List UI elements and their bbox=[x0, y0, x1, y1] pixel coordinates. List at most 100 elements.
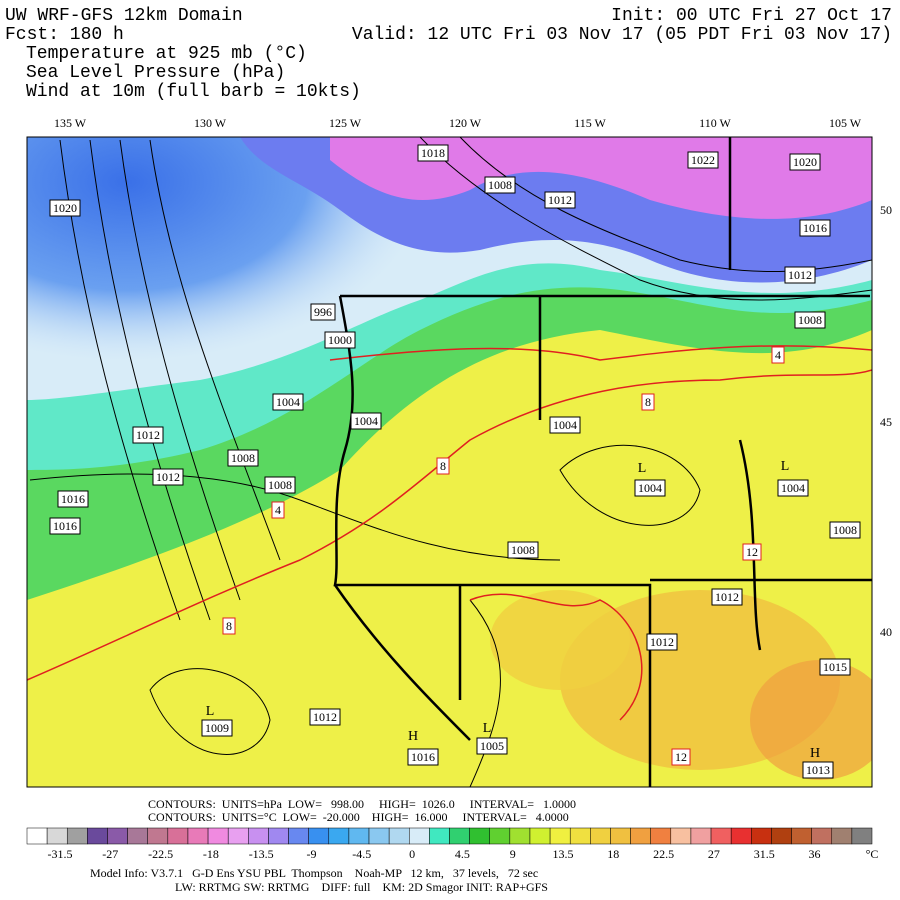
pressure-label-box bbox=[152, 468, 184, 486]
temperature-label: 8 bbox=[226, 619, 232, 633]
colorbar-unit: °C bbox=[866, 847, 879, 861]
pressure-label-box bbox=[484, 176, 516, 194]
colorbar-swatch bbox=[791, 827, 812, 845]
pressure-center: L bbox=[483, 721, 492, 736]
pressure-center: L bbox=[781, 459, 790, 474]
pressure-label-box bbox=[350, 412, 382, 430]
pressure-label-box bbox=[829, 521, 861, 539]
pressure-label: 1012 bbox=[136, 428, 160, 442]
pressure-label: 1020 bbox=[53, 201, 77, 215]
temperature-label-box bbox=[671, 748, 691, 766]
colorbar-swatch bbox=[690, 827, 712, 845]
colorbar-swatch bbox=[268, 827, 289, 845]
pressure-label: 1012 bbox=[313, 710, 337, 724]
colorbar-swatch bbox=[831, 827, 853, 845]
colorbar-swatch bbox=[751, 827, 772, 845]
pressure-label-box bbox=[49, 517, 81, 535]
colorbar-swatch bbox=[147, 827, 169, 845]
colorbar-swatch bbox=[811, 827, 833, 845]
pressure-label-box bbox=[309, 708, 341, 726]
colorbar-swatch bbox=[328, 827, 350, 845]
colorbar-label: 22.5 bbox=[653, 847, 674, 861]
pressure-label-box bbox=[544, 191, 576, 209]
temperature-label: 4 bbox=[775, 348, 781, 362]
colorbar-swatch bbox=[107, 827, 128, 845]
latitude-label: 45 bbox=[880, 415, 892, 429]
pressure-label: 1008 bbox=[511, 543, 535, 557]
colorbar-swatch bbox=[288, 827, 309, 845]
isobars bbox=[29, 137, 872, 787]
pressure-label-box bbox=[777, 479, 809, 497]
colorbar-swatch bbox=[248, 827, 269, 845]
pressure-label: 1016 bbox=[411, 750, 435, 764]
temperature-label: 4 bbox=[275, 503, 281, 517]
pressure-label: 1022 bbox=[691, 153, 715, 167]
pressure-label-box bbox=[417, 144, 449, 162]
colorbar-label: -4.5 bbox=[352, 847, 371, 861]
isotherms bbox=[27, 345, 872, 721]
map-frame bbox=[26, 136, 873, 788]
pressure-label: 1009 bbox=[205, 721, 229, 735]
pressure-label-box bbox=[201, 719, 233, 737]
pressure-label: 1008 bbox=[231, 451, 255, 465]
pressure-label: 1004 bbox=[276, 395, 300, 409]
colorbar-swatch bbox=[348, 827, 370, 845]
colorbar-swatch bbox=[368, 827, 390, 845]
colorbar-label: 9 bbox=[510, 847, 516, 861]
longitude-label: 130 W bbox=[194, 116, 227, 130]
colorbar-label: -31.5 bbox=[48, 847, 73, 861]
pressure-label: 1000 bbox=[328, 333, 352, 347]
pressure-label-box bbox=[794, 311, 826, 329]
colorbar-swatch bbox=[771, 827, 792, 845]
colorbar-swatch bbox=[26, 827, 48, 845]
temperature-label: 8 bbox=[440, 459, 446, 473]
colorbar-swatch bbox=[308, 827, 330, 845]
colorbar-swatch bbox=[650, 827, 672, 845]
colorbar-label: 0 bbox=[409, 847, 415, 861]
pressure-label: 1004 bbox=[781, 481, 805, 495]
colorbar-label: 36 bbox=[809, 847, 821, 861]
pressure-label: 1008 bbox=[488, 178, 512, 192]
temperature-label-box bbox=[641, 393, 655, 411]
pressure-label: 1008 bbox=[833, 523, 857, 537]
pressure-label: 1015 bbox=[823, 660, 847, 674]
pressure-label: 1012 bbox=[650, 635, 674, 649]
colorbar-swatch bbox=[851, 827, 873, 845]
contours-pressure: CONTOURS: UNITS=hPa LOW= 998.00 HIGH= 10… bbox=[148, 797, 576, 811]
pressure-label: 1016 bbox=[61, 492, 85, 506]
colorbar-label: 18 bbox=[607, 847, 619, 861]
pressure-label: 996 bbox=[314, 305, 332, 319]
pressure-label-box bbox=[784, 266, 816, 284]
physics-info: LW: RRTMG SW: RRTMG DIFF: full KM: 2D Sm… bbox=[175, 880, 548, 894]
longitude-label: 115 W bbox=[574, 116, 606, 130]
warm-patch bbox=[490, 590, 630, 690]
pressure-label: 1012 bbox=[548, 193, 572, 207]
temperature-label-box bbox=[271, 501, 285, 519]
temperature-label: 12 bbox=[675, 750, 687, 764]
latitude-label: 40 bbox=[880, 625, 892, 639]
colorbar: -31.5 -27 -22.5 -18 -13.5 -9 -4.5 0 4.5 9 13.5 18 22… bbox=[26, 827, 879, 861]
colorbar-swatch bbox=[46, 827, 68, 845]
longitude-label: 135 W bbox=[54, 116, 87, 130]
colorbar-swatch bbox=[429, 827, 450, 845]
pressure-label-box bbox=[789, 153, 821, 171]
temperature-label: 8 bbox=[645, 395, 651, 409]
colorbar-swatch bbox=[207, 827, 229, 845]
pressure-label: 1012 bbox=[715, 590, 739, 604]
colorbar-swatch bbox=[388, 827, 410, 845]
colorbar-swatch bbox=[730, 827, 752, 845]
colorbar-swatch bbox=[489, 827, 511, 845]
map-labels: 135 W 130 W 125 W 120 W 115 W 110 W 105 W 50 45 4… bbox=[49, 116, 892, 779]
colorbar-swatch bbox=[630, 827, 651, 845]
colorbar-swatch bbox=[227, 827, 249, 845]
model-info: Model Info: V3.7.1 G-D Ens YSU PBL Thomp… bbox=[90, 866, 538, 880]
colorbar-swatch bbox=[549, 827, 571, 845]
pressure-label-box bbox=[507, 541, 539, 559]
borders bbox=[333, 137, 872, 787]
colorbar-swatch bbox=[167, 827, 189, 845]
pressure-label-box bbox=[407, 748, 439, 766]
colorbar-label: 31.5 bbox=[754, 847, 775, 861]
colorbar-swatch bbox=[529, 827, 551, 845]
colorbar-swatch bbox=[569, 827, 591, 845]
